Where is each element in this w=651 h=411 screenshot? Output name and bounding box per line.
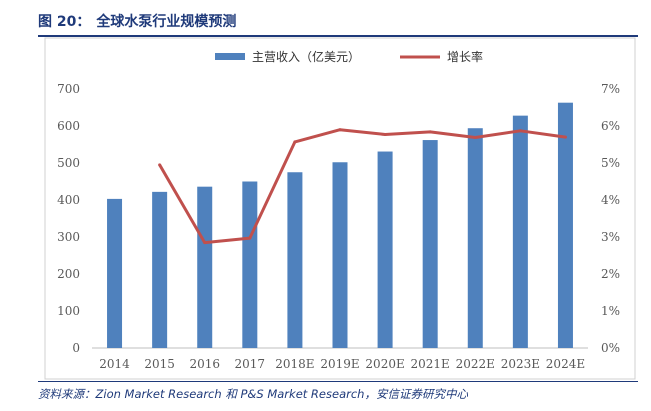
y-left-tick-label: 300 bbox=[57, 230, 80, 244]
growth-point bbox=[563, 135, 567, 139]
growth-point bbox=[383, 133, 387, 137]
source-divider bbox=[38, 381, 638, 382]
x-tick-label: 2024E bbox=[546, 357, 585, 371]
bar bbox=[287, 172, 303, 348]
figure-title-row: 图 20： 全球水泵行业规模预测 bbox=[38, 11, 242, 31]
legend-label-bar: 主营收入（亿美元） bbox=[252, 49, 360, 64]
chart: 主营收入（亿美元） 增长率 0 100 200 300 400 500 600 700 0% 1%… bbox=[44, 37, 636, 380]
bar bbox=[152, 191, 168, 348]
y-right-tick-label: 6% bbox=[601, 119, 620, 133]
legend: 主营收入（亿美元） 增长率 bbox=[215, 49, 483, 64]
y-left-tick-label: 400 bbox=[57, 193, 80, 207]
x-tick-label: 2017 bbox=[235, 357, 266, 371]
y-left-tick-label: 100 bbox=[57, 304, 80, 318]
x-tick-label: 2020E bbox=[365, 357, 404, 371]
bar bbox=[377, 151, 393, 348]
y-right-tick-label: 3% bbox=[601, 230, 620, 244]
legend-label-line: 增长率 bbox=[447, 49, 483, 64]
bar bbox=[512, 115, 528, 348]
y-right-tick-label: 2% bbox=[601, 267, 620, 281]
x-tick-label: 2015 bbox=[144, 357, 175, 371]
y-right-tick-label: 7% bbox=[601, 82, 620, 96]
figure-label: 图 20： bbox=[38, 14, 91, 30]
y-left-tick-label: 700 bbox=[57, 82, 80, 96]
bar bbox=[107, 198, 123, 348]
x-tick-label: 2016 bbox=[189, 357, 220, 371]
growth-point bbox=[158, 163, 162, 167]
growth-point bbox=[248, 236, 252, 240]
bar bbox=[332, 162, 348, 348]
x-tick-label: 2019E bbox=[320, 357, 359, 371]
figure-title: 全球水泵行业规模预测 bbox=[96, 14, 237, 30]
y-left-tick-label: 500 bbox=[57, 156, 80, 170]
bar bbox=[242, 181, 258, 348]
bar bbox=[557, 102, 573, 348]
y-right-tick-label: 1% bbox=[601, 304, 620, 318]
y-right-tick-label: 4% bbox=[601, 193, 620, 207]
growth-point bbox=[473, 135, 477, 139]
source-note: 资料来源：Zion Market Research 和 P&S Market R… bbox=[38, 387, 468, 401]
x-tick-label: 2023E bbox=[501, 357, 540, 371]
bar bbox=[467, 128, 483, 348]
growth-line bbox=[158, 128, 566, 245]
bar bbox=[197, 186, 213, 348]
y-left-tick-label: 600 bbox=[57, 119, 80, 133]
x-tick-label: 2021E bbox=[411, 357, 450, 371]
legend-swatch-bar bbox=[215, 53, 245, 60]
growth-point bbox=[428, 130, 432, 134]
y-left-tick-label: 200 bbox=[57, 267, 80, 281]
growth-point bbox=[293, 140, 297, 144]
bar bbox=[422, 140, 438, 348]
y-right-tick-label: 5% bbox=[601, 156, 620, 170]
x-tick-label: 2018E bbox=[275, 357, 314, 371]
growth-point bbox=[338, 128, 342, 132]
y-right-tick-label: 0% bbox=[601, 341, 620, 355]
x-tick-label: 2014 bbox=[99, 357, 130, 371]
growth-point bbox=[518, 129, 522, 133]
title-divider bbox=[38, 35, 638, 37]
growth-point bbox=[203, 241, 207, 245]
x-tick-label: 2022E bbox=[456, 357, 495, 371]
y-left-tick-label: 0 bbox=[72, 341, 80, 355]
